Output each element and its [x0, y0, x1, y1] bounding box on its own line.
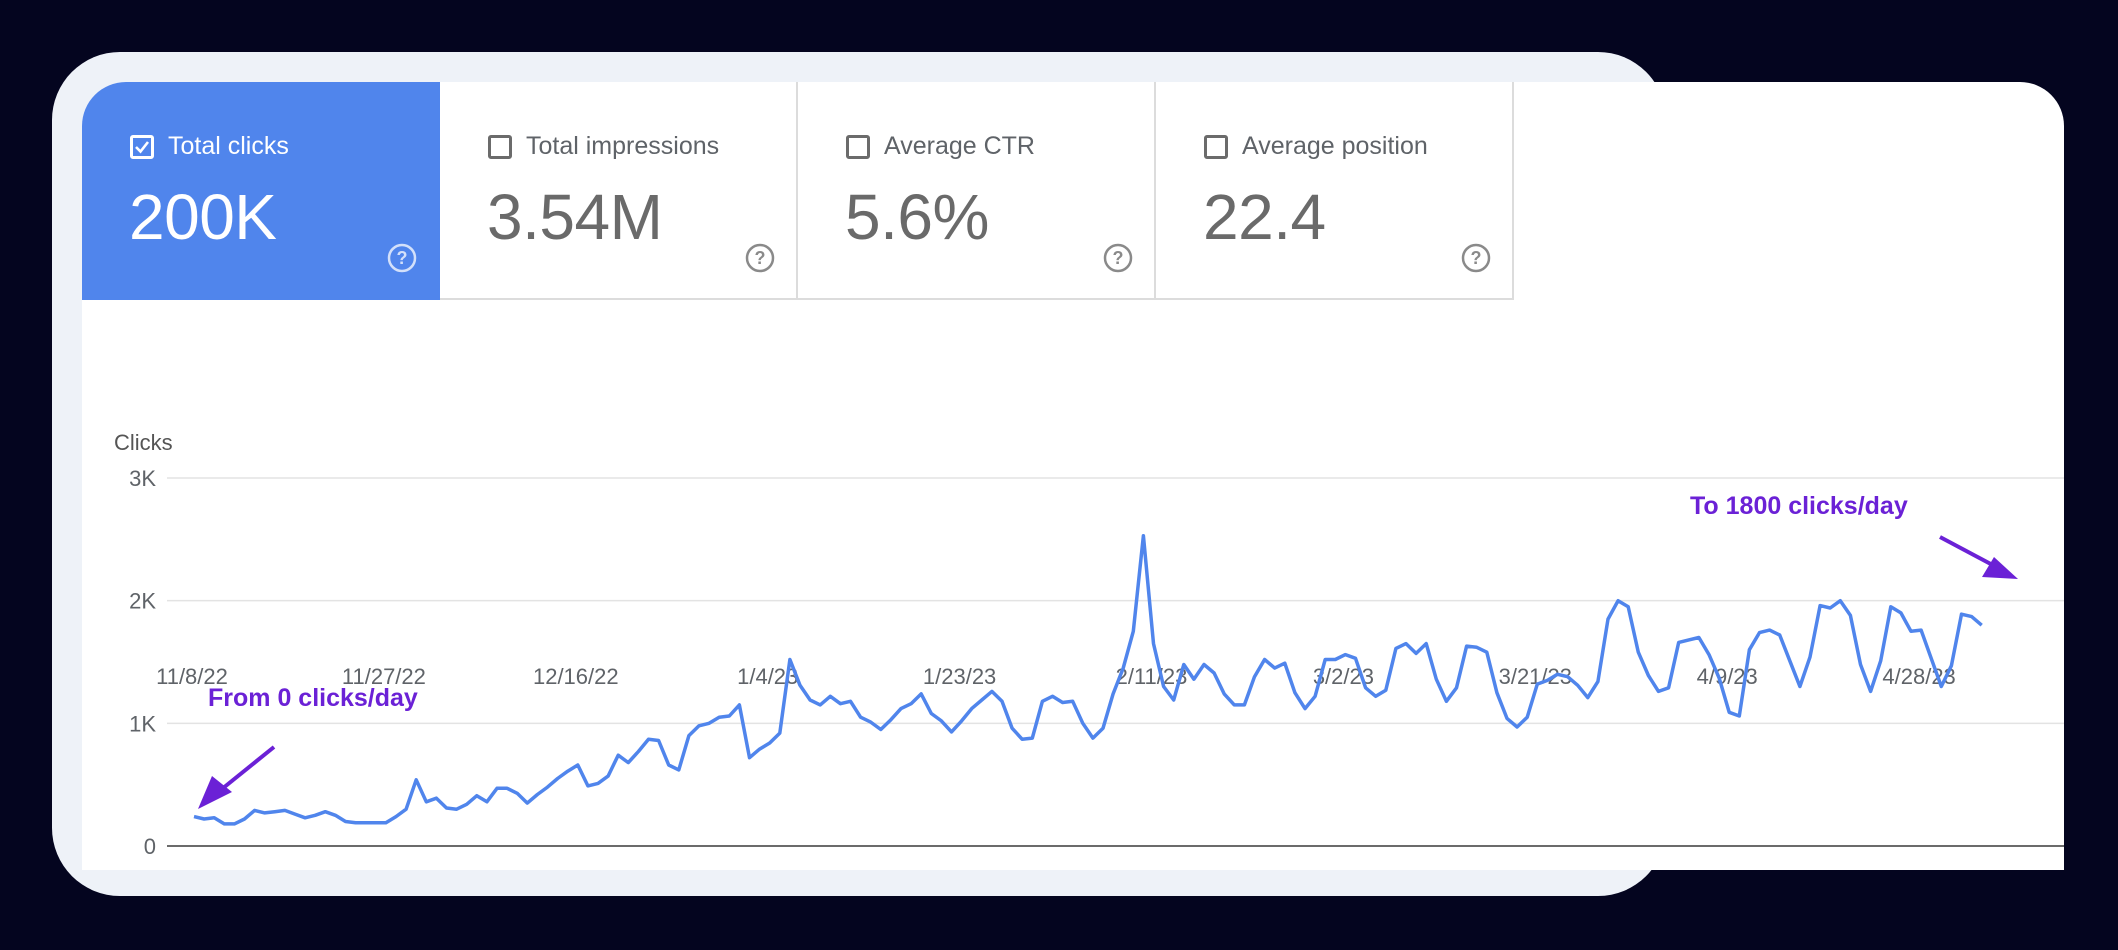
checkbox-unchecked-icon[interactable] [488, 134, 512, 159]
x-tick-label: 12/16/22 [533, 664, 619, 689]
svg-text:?: ? [397, 248, 408, 268]
metric-tiles: Total clicks 200K ? Total impressions 3.… [82, 82, 1514, 300]
checkbox-unchecked-icon[interactable] [846, 134, 870, 159]
annotation-end: To 1800 clicks/day [1690, 492, 1908, 520]
svg-text:?: ? [1471, 248, 1482, 268]
start-arrowhead [198, 776, 232, 809]
y-tick-label: 2K [129, 589, 156, 614]
clicks-series-line [193, 533, 1983, 826]
metric-label: Total impressions [526, 132, 720, 160]
metric-value: 3.54M [487, 181, 663, 253]
x-tick-label: 2/11/23 [1116, 664, 1188, 689]
x-tick-label: 4/9/23 [1697, 664, 1758, 689]
metric-label: Average position [1242, 132, 1428, 160]
x-tick-label: 11/8/22 [156, 664, 228, 689]
metric-total-impressions[interactable]: Total impressions 3.54M ? [440, 82, 798, 300]
help-circle-icon[interactable]: ? [386, 242, 418, 274]
metric-label: Average CTR [884, 132, 1035, 160]
clicks-chart: Clicks 0 1K 2K 3K 11/8/22 11/27/22 12/16/22 1/… [82, 300, 2064, 870]
x-tick-label: 1/23/23 [923, 664, 996, 689]
checkbox-checked-icon[interactable] [130, 134, 154, 159]
metric-total-clicks[interactable]: Total clicks 200K ? [82, 82, 440, 300]
svg-text:?: ? [755, 248, 766, 268]
y-tick-label: 0 [144, 834, 156, 859]
performance-card: Total clicks 200K ? Total impressions 3.… [82, 82, 2064, 870]
y-axis-title: Clicks [114, 430, 173, 455]
y-tick-label: 3K [129, 466, 156, 491]
y-tick-label: 1K [129, 711, 156, 736]
metric-value: 5.6% [845, 181, 989, 253]
annotation-start: From 0 clicks/day [208, 684, 418, 712]
metric-average-position[interactable]: Average position 22.4 ? [1156, 82, 1514, 300]
metric-average-ctr[interactable]: Average CTR 5.6% ? [798, 82, 1156, 300]
help-circle-icon[interactable]: ? [1102, 242, 1134, 274]
help-circle-icon[interactable]: ? [1460, 242, 1492, 274]
metric-value: 200K [129, 181, 277, 253]
metric-value: 22.4 [1203, 181, 1326, 253]
x-tick-label: 11/27/22 [342, 664, 426, 689]
checkbox-unchecked-icon[interactable] [1204, 134, 1228, 159]
metric-label: Total clicks [168, 132, 289, 160]
end-arrowhead [1982, 557, 2018, 579]
help-circle-icon[interactable]: ? [744, 242, 776, 274]
svg-text:?: ? [1113, 248, 1124, 268]
